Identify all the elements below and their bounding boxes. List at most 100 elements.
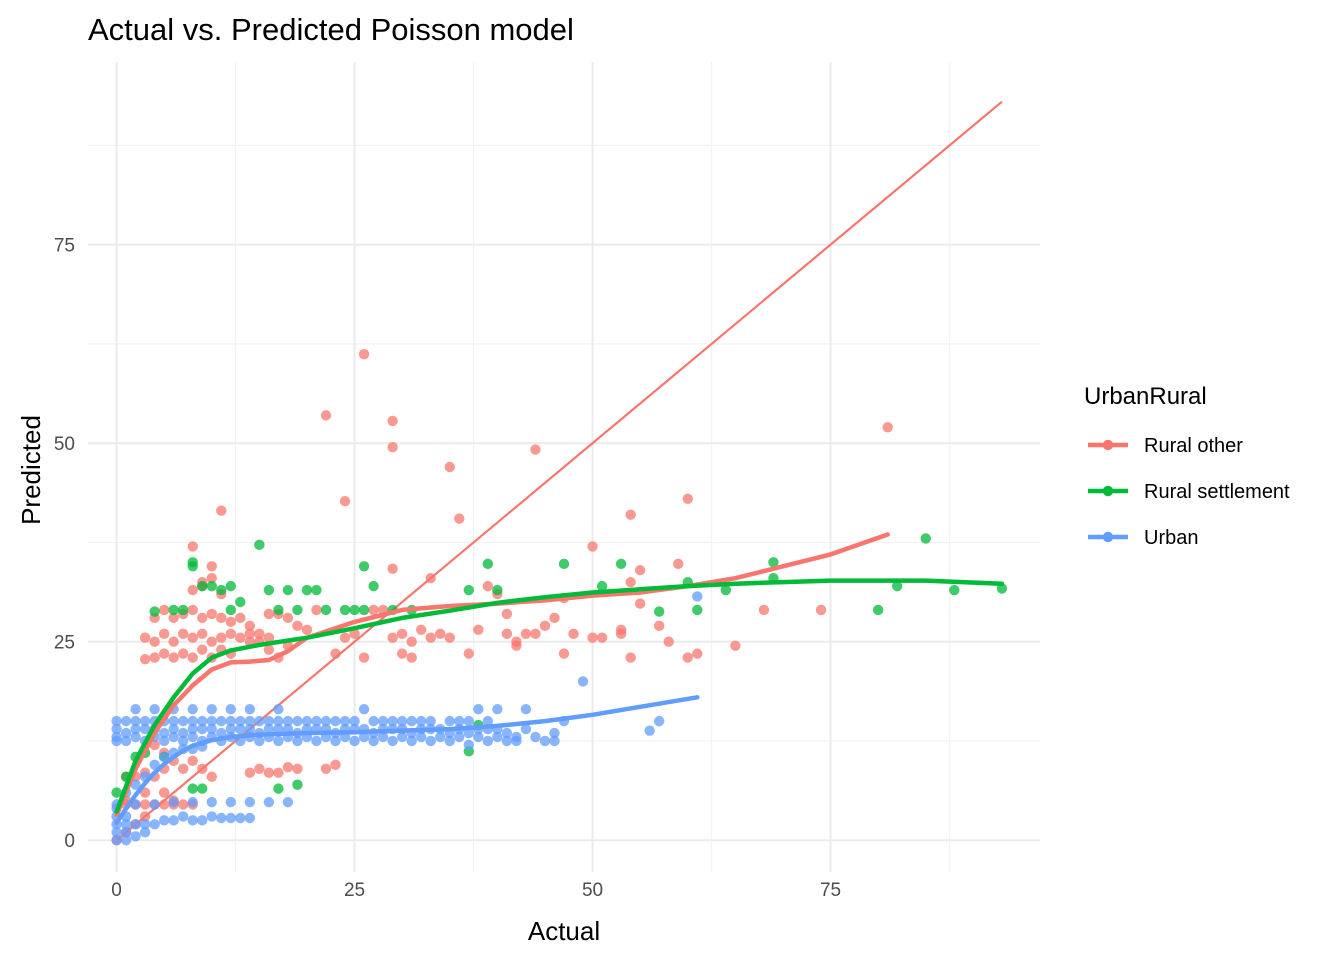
urban-point <box>511 735 522 747</box>
urban-point <box>654 715 665 727</box>
urban-point <box>330 715 341 727</box>
urban-point <box>330 735 341 747</box>
urban-point <box>454 731 465 743</box>
rural-other-point <box>158 799 170 810</box>
urban-point <box>187 815 198 826</box>
urban-point <box>206 723 217 735</box>
urban-point <box>168 715 179 727</box>
urban-point <box>463 739 474 751</box>
rural-other-point <box>387 415 398 427</box>
rural-other-point <box>634 598 646 609</box>
x-axis-title: Actual <box>528 916 600 946</box>
urban-point <box>178 727 189 739</box>
urban-point <box>178 715 189 727</box>
rural-other-point <box>225 628 236 639</box>
rural-other-point <box>320 763 332 774</box>
rural-other-point <box>501 628 513 639</box>
urban-point <box>273 704 284 715</box>
rural-settlement-point <box>768 557 779 568</box>
urban-point <box>387 735 398 747</box>
urban-point <box>425 715 436 727</box>
rural-other-point <box>139 799 151 810</box>
rural-other-point <box>244 628 256 639</box>
urban-point <box>187 704 198 715</box>
rural-settlement-point <box>149 606 160 617</box>
rural-other-point <box>216 505 227 516</box>
legend-label-urban: Urban <box>1144 527 1198 549</box>
rural-settlement-point <box>720 584 732 596</box>
rural-other-point <box>206 561 217 572</box>
rural-settlement-point <box>949 584 960 596</box>
y-tick-label: 75 <box>54 236 75 257</box>
rural-other-point <box>263 632 275 643</box>
rural-settlement-point <box>358 561 370 572</box>
urban-point <box>111 723 122 735</box>
y-tick-label: 0 <box>64 831 75 852</box>
identity-line <box>115 100 1003 842</box>
urban-point <box>235 715 246 727</box>
urban-point <box>377 715 389 727</box>
rural-settlement-point <box>320 604 332 616</box>
rural-other-point <box>482 580 494 592</box>
urban-point <box>444 715 455 727</box>
urban-point <box>358 704 370 715</box>
rural-other-point <box>587 541 598 552</box>
rural-settlement-point <box>197 783 208 794</box>
urban-point <box>111 827 122 838</box>
rural-other-point <box>654 620 665 632</box>
rural-other-point <box>682 652 693 663</box>
urban-point <box>530 731 541 743</box>
rural-other-point <box>301 624 313 635</box>
rural-other-point <box>406 636 417 647</box>
rural-other-point <box>263 767 275 778</box>
rural-settlement-point <box>872 604 884 616</box>
rural-other-point <box>216 612 227 624</box>
urban-point <box>158 815 170 826</box>
rural-other-point <box>187 755 198 767</box>
rural-other-point <box>501 608 513 620</box>
urban-point <box>130 723 141 735</box>
rural-settlement-point <box>225 604 236 616</box>
rural-other-point <box>216 632 227 643</box>
rural-other-point <box>730 640 741 651</box>
rural-settlement-point <box>187 561 198 572</box>
rural-other-point <box>387 441 398 453</box>
y-axis-title: Predicted <box>16 415 46 525</box>
rural-other-point <box>235 632 246 643</box>
rural-other-point <box>444 461 455 473</box>
urban-point <box>130 779 141 790</box>
rural-other-point <box>244 620 256 632</box>
urban-trend-line <box>114 695 700 826</box>
rural-other-point <box>187 541 198 552</box>
rural-other-point <box>358 349 370 360</box>
rural-other-point <box>349 628 360 639</box>
rural-settlement-point <box>225 580 236 592</box>
urban-point <box>206 704 217 715</box>
rural-other-point <box>387 632 398 643</box>
urban-point <box>149 799 160 810</box>
plot-grid <box>88 62 1040 872</box>
legend-key-point-rural-other <box>1102 439 1114 451</box>
urban-point <box>425 735 436 747</box>
rural-settlement-point <box>596 580 608 592</box>
urban-point <box>492 704 503 715</box>
urban-point <box>273 715 284 727</box>
rural-settlement-point <box>349 604 360 616</box>
rural-other-point <box>454 513 465 524</box>
rural-other-point <box>673 558 684 570</box>
rural-other-point <box>682 493 693 504</box>
rural-settlement-point <box>282 584 294 596</box>
rural-settlement-point <box>339 604 351 616</box>
urban-point <box>168 723 179 735</box>
urban-point <box>120 727 132 739</box>
urban-point <box>282 796 294 808</box>
urban-point <box>139 715 151 727</box>
rural-other-point <box>882 422 893 433</box>
urban-point <box>130 715 141 727</box>
rural-settlement-point <box>254 539 265 551</box>
urban-point <box>396 715 408 727</box>
rural-settlement-point <box>301 584 313 596</box>
urban-point <box>349 735 360 747</box>
rural-other-point <box>197 763 208 774</box>
reference-line <box>115 100 1003 842</box>
